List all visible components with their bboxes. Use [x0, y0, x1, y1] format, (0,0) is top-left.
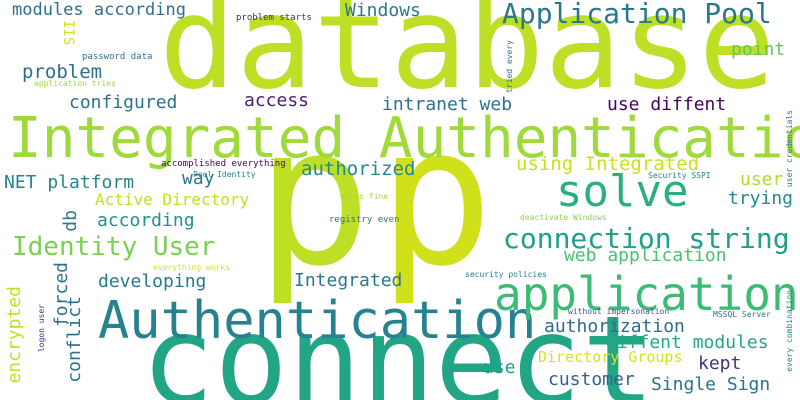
word-encrypted: encrypted	[4, 286, 25, 384]
word-authorization: authorization	[544, 316, 685, 337]
word-user-credentials: user credentials	[785, 110, 794, 188]
word-user: user	[740, 169, 784, 190]
word-security-sspi: Security SSPI	[648, 171, 711, 180]
word-point: point	[731, 39, 786, 60]
word-access: access	[244, 90, 310, 111]
word-problem-starts: problem starts	[236, 13, 312, 23]
word-windows: Windows	[345, 0, 421, 21]
word-deactivate-windows: deactivate Windows	[520, 213, 607, 222]
word-configured: configured	[69, 92, 178, 113]
word-password-data: password data	[82, 52, 153, 62]
word-problem: problem	[22, 61, 103, 83]
word-p-small: P	[511, 319, 516, 327]
word-solve: solve	[556, 166, 689, 217]
word-using-integrated: using Integrated	[516, 153, 700, 175]
word-active-directory: Active Directory	[95, 190, 250, 209]
word-web-application: web application	[564, 245, 727, 266]
word-works-fine: works fine	[340, 192, 389, 201]
word-intranet-web: intranet web	[382, 94, 513, 115]
word-according: according	[97, 210, 195, 231]
word-kept: kept	[698, 353, 742, 374]
word-integrated: Integrated	[294, 270, 403, 291]
word-database: database	[159, 0, 776, 118]
word-identity-user: Identity User	[12, 232, 216, 262]
word-customer: customer	[548, 369, 635, 390]
word-net-platform: NET platform	[4, 172, 135, 193]
word-registry-even: registry even	[329, 215, 400, 225]
word-use-diffent: use diffent	[607, 94, 727, 115]
word-single-sign: Single Sign	[651, 374, 771, 395]
word-conflict: conflict	[64, 296, 85, 383]
word-accomplished-everything: accomplished everything	[161, 159, 286, 169]
word-authentication: Authentication	[98, 291, 537, 351]
word-pool-identity: Pool Identity	[193, 170, 256, 179]
word-every-combination: every combination	[785, 290, 794, 372]
word-connection-string: connection string	[503, 222, 790, 255]
word-iis: IIS	[60, 20, 76, 46]
word-db: db	[60, 210, 81, 232]
word-modules-according: modules according	[12, 0, 186, 20]
word-directory-groups: Directory Groups	[538, 348, 683, 366]
word-p-large-right: p	[378, 86, 494, 309]
word-p-large-left: p	[256, 86, 372, 309]
word-security-policies: security policies	[465, 270, 547, 279]
word-authorized: authorized	[301, 158, 416, 180]
word-diffent-modules: diffent modules	[606, 332, 769, 353]
word-everything-works: everything works	[153, 263, 231, 272]
word-way: way	[182, 168, 215, 189]
word-without-impersonation: without impersonation	[568, 307, 670, 316]
word-logon-user: logon user	[37, 304, 46, 353]
word-application-pool: Application Pool	[502, 0, 772, 30]
word-use: use	[483, 357, 516, 378]
word-integrated-authentication: Integrated Authentication	[8, 106, 800, 171]
word-application-tries: application tries	[34, 79, 116, 88]
word-tried-every: tried every	[505, 40, 514, 93]
word-developing: developing	[98, 271, 207, 292]
word-application: application	[494, 267, 799, 321]
word-connect: connect	[141, 290, 656, 400]
word-trying: trying	[728, 188, 794, 209]
word-mssql-server: MSSQL Server	[713, 310, 771, 319]
